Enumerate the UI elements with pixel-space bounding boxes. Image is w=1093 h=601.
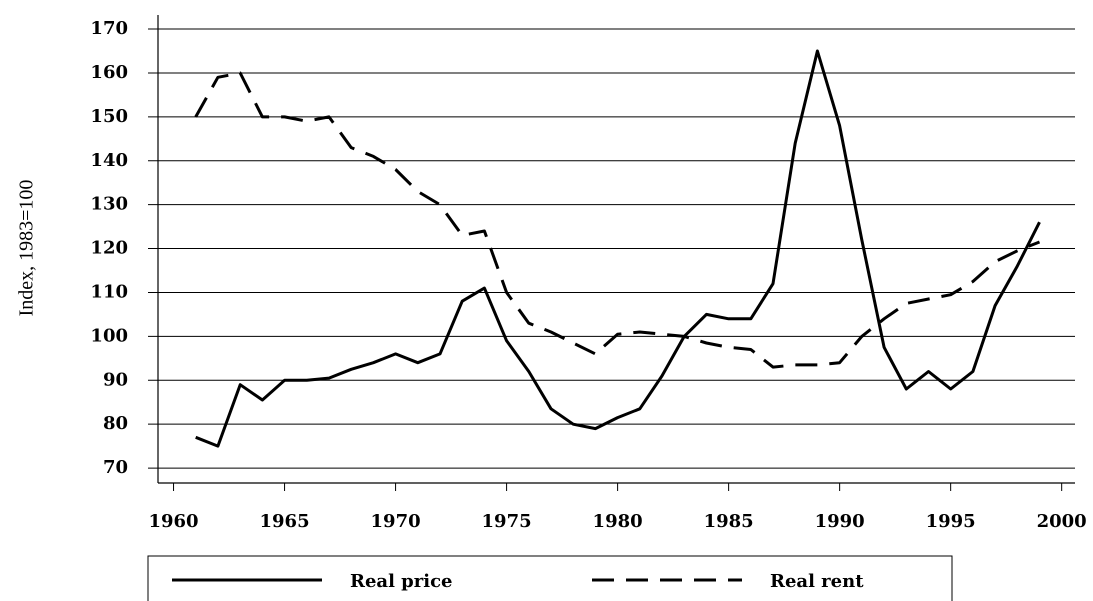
x-tick-label: 1965 (260, 511, 310, 532)
x-tick-label: 1980 (593, 511, 643, 532)
x-tick-label: 1975 (482, 511, 532, 532)
y-tick-label: 140 (90, 150, 128, 171)
legend-label: Real rent (770, 571, 864, 592)
legend-label: Real price (350, 571, 453, 592)
y-axis-label: Index, 1983=100 (16, 180, 38, 317)
y-tick-label: 70 (103, 457, 128, 478)
y-tick-label: 150 (90, 106, 128, 127)
x-tick-label: 1985 (704, 511, 754, 532)
x-tick-label: 1970 (371, 511, 421, 532)
series-line (195, 49, 1041, 448)
x-tick-label: 2000 (1037, 511, 1087, 532)
x-tick-label: 1960 (148, 511, 198, 532)
x-tick-label: 1990 (815, 511, 865, 532)
y-tick-label: 100 (90, 325, 128, 346)
x-tick-label: 1995 (926, 511, 976, 532)
y-tick-label: 110 (90, 281, 128, 302)
legend-box (147, 555, 953, 601)
series-line (194, 71, 1041, 369)
y-tick-label: 80 (103, 413, 128, 434)
y-tick-label: 130 (90, 194, 128, 215)
y-tick-label: 90 (103, 369, 128, 390)
y-tick-label: 170 (90, 18, 128, 39)
y-tick-label: 160 (90, 62, 128, 83)
y-tick-label: 120 (90, 238, 128, 259)
